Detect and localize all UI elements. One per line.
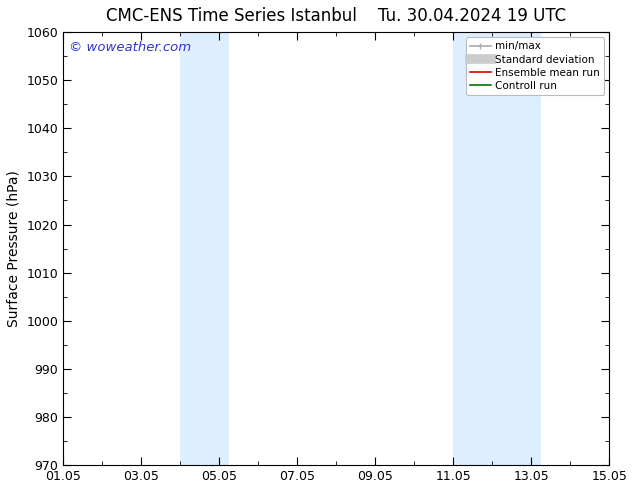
Bar xyxy=(180,32,229,465)
Bar xyxy=(453,32,541,465)
Title: CMC-ENS Time Series Istanbul    Tu. 30.04.2024 19 UTC: CMC-ENS Time Series Istanbul Tu. 30.04.2… xyxy=(106,7,566,25)
Text: © woweather.com: © woweather.com xyxy=(68,41,191,54)
Legend: min/max, Standard deviation, Ensemble mean run, Controll run: min/max, Standard deviation, Ensemble me… xyxy=(466,37,604,95)
Y-axis label: Surface Pressure (hPa): Surface Pressure (hPa) xyxy=(7,170,21,327)
